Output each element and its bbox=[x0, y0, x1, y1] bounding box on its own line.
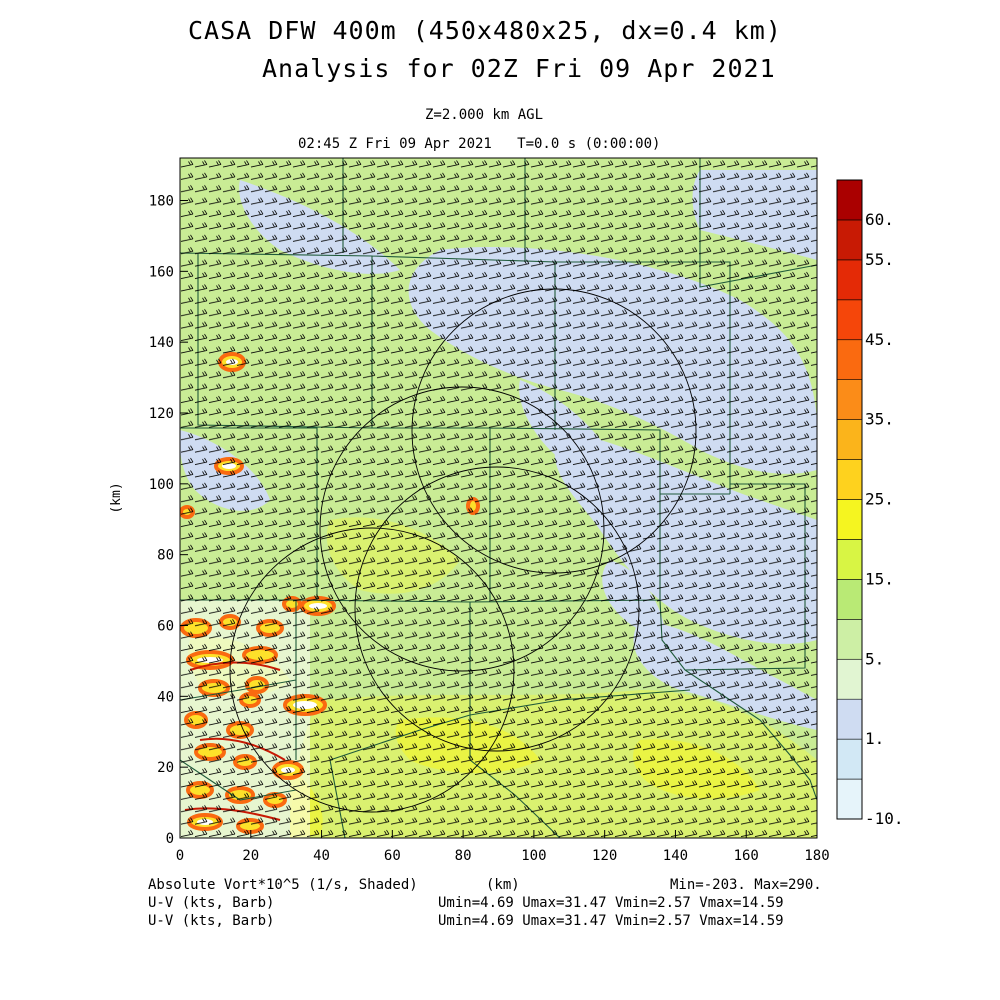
x-axis: 0 20 40 60 80 100 120 140 160 180 bbox=[176, 830, 830, 864]
colorbar-label: 15. bbox=[865, 569, 894, 588]
x-tick-label: 100 bbox=[521, 848, 546, 864]
y-tick-label: 120 bbox=[149, 406, 174, 422]
x-tick-label: 80 bbox=[455, 848, 472, 864]
colorbar-label: 5. bbox=[865, 649, 884, 668]
colorbar-label: 55. bbox=[865, 250, 894, 269]
colorbar-swatch bbox=[836, 778, 863, 820]
colorbar-swatch bbox=[836, 619, 863, 660]
colorbar-swatch bbox=[836, 459, 863, 500]
colorbar-label: 45. bbox=[865, 330, 894, 349]
chart-title-line1: CASA DFW 400m (450x480x25, dx=0.4 km) bbox=[188, 16, 782, 45]
x-tick-label: 60 bbox=[384, 848, 401, 864]
colorbar-swatch bbox=[836, 579, 863, 620]
y-axis: 0 20 40 60 80 100 120 140 160 180 bbox=[149, 194, 188, 847]
y-tick-label: 40 bbox=[157, 689, 174, 705]
colorbar-swatch bbox=[836, 419, 863, 460]
x-tick-label: 40 bbox=[313, 848, 330, 864]
y-tick-label: 180 bbox=[149, 194, 174, 210]
plot-area bbox=[180, 158, 817, 838]
colorbar-swatch bbox=[836, 698, 863, 740]
plot-frame bbox=[179, 157, 818, 839]
colorbar-label: -10. bbox=[865, 809, 904, 828]
x-tick-label: 160 bbox=[734, 848, 759, 864]
colorbar-swatch bbox=[836, 219, 863, 261]
colorbar-swatch bbox=[836, 539, 863, 580]
colorbar-label: 1. bbox=[865, 729, 884, 748]
colorbar-swatch bbox=[836, 259, 863, 301]
barb-stats-2: Umin=4.69 Umax=31.47 Vmin=2.57 Vmax=14.5… bbox=[438, 913, 784, 929]
x-tick-label: 140 bbox=[663, 848, 688, 864]
min-max-label: Min=-203. Max=290. bbox=[670, 877, 822, 893]
colorbar-swatch bbox=[836, 299, 863, 341]
x-tick-label: 120 bbox=[592, 848, 617, 864]
colorbar-frame bbox=[836, 179, 863, 820]
colorbar-swatch bbox=[836, 339, 863, 380]
y-tick-label: 0 bbox=[166, 831, 174, 847]
y-tick-label: 60 bbox=[157, 619, 174, 635]
colorbar: -10. 1. 5. 15. 25. 35. 45. 55. 60. bbox=[836, 179, 904, 828]
valid-time-label: 02:45 Z Fri 09 Apr 2021 T=0.0 s (0:00:00… bbox=[298, 136, 661, 152]
x-tick-label: 0 bbox=[176, 848, 184, 864]
colorbar-label: 35. bbox=[865, 410, 894, 429]
y-tick-label: 80 bbox=[157, 548, 174, 564]
x-tick-label: 20 bbox=[242, 848, 259, 864]
colorbar-swatch bbox=[836, 499, 863, 540]
y-tick-label: 160 bbox=[149, 264, 174, 280]
colorbar-swatch bbox=[836, 379, 863, 420]
colorbar-swatch bbox=[836, 179, 863, 221]
x-tick-label: 180 bbox=[804, 848, 829, 864]
x-unit-label: (km) bbox=[486, 877, 520, 893]
y-axis-label: (km) bbox=[109, 482, 124, 513]
colorbar-swatch bbox=[836, 738, 863, 780]
barb-label-1: U-V (kts, Barb) bbox=[148, 895, 275, 911]
colorbar-label: 25. bbox=[865, 490, 894, 509]
colorbar-swatch bbox=[836, 658, 863, 700]
field-label: Absolute Vort*10^5 (1/s, Shaded) bbox=[148, 877, 418, 893]
y-tick-label: 140 bbox=[149, 335, 174, 351]
y-tick-label: 20 bbox=[157, 760, 174, 776]
barb-label-2: U-V (kts, Barb) bbox=[148, 913, 275, 929]
y-tick-label: 100 bbox=[149, 477, 174, 493]
colorbar-label: 60. bbox=[865, 210, 894, 229]
level-label: Z=2.000 km AGL bbox=[425, 107, 544, 123]
chart-title-line2: Analysis for 02Z Fri 09 Apr 2021 bbox=[262, 54, 776, 83]
wind-barbs bbox=[180, 158, 817, 838]
barb-stats-1: Umin=4.69 Umax=31.47 Vmin=2.57 Vmax=14.5… bbox=[438, 895, 784, 911]
